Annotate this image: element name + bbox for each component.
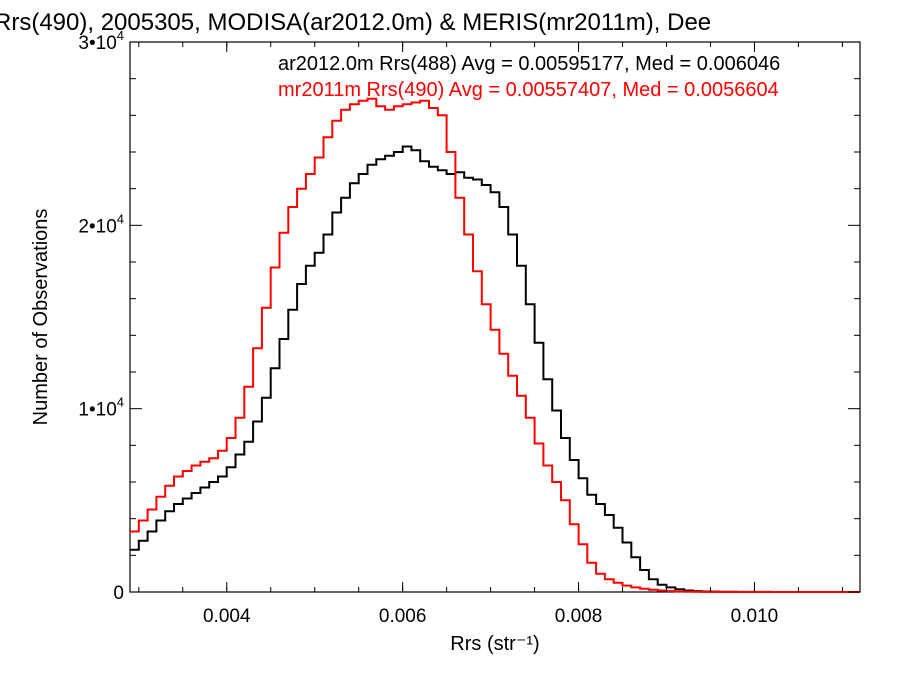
y-tick-label: 2•104 xyxy=(78,211,124,237)
y-tick-label-exponent: 4 xyxy=(117,395,124,410)
y-tick-label-base: 3•10 xyxy=(78,33,116,54)
x-axis-label: Rrs (str⁻¹) xyxy=(450,633,539,655)
x-tick-label: 0.010 xyxy=(731,606,779,627)
y-tick-label-exponent: 4 xyxy=(117,28,124,43)
x-tick-label: 0.004 xyxy=(203,606,251,627)
y-tick-label: 1•104 xyxy=(78,395,124,421)
y-tick-label: 3•104 xyxy=(78,28,124,54)
series-line-0 xyxy=(130,145,860,593)
x-tick-label: 0.008 xyxy=(555,606,603,627)
legend-entry-red: mr2011m Rrs(490) Avg = 0.00557407, Med =… xyxy=(278,79,779,101)
y-axis-label: Number of Observations xyxy=(30,209,52,426)
y-tick-label: 0 xyxy=(113,583,124,604)
y-tick-label-base: 0 xyxy=(113,583,124,604)
y-tick-label-base: 2•10 xyxy=(78,216,116,237)
x-tick-label: 0.006 xyxy=(379,606,427,627)
series-curves xyxy=(130,97,860,593)
chart-title: Rrs(490), 2005305, MODISA(ar2012.0m) & M… xyxy=(0,9,711,36)
plot-area xyxy=(129,41,861,593)
y-tick-label-exponent: 4 xyxy=(117,211,124,226)
series-line-1 xyxy=(130,97,860,593)
y-tick-label-base: 1•10 xyxy=(78,400,116,421)
legend-entry-black: ar2012.0m Rrs(488) Avg = 0.00595177, Med… xyxy=(278,53,780,75)
